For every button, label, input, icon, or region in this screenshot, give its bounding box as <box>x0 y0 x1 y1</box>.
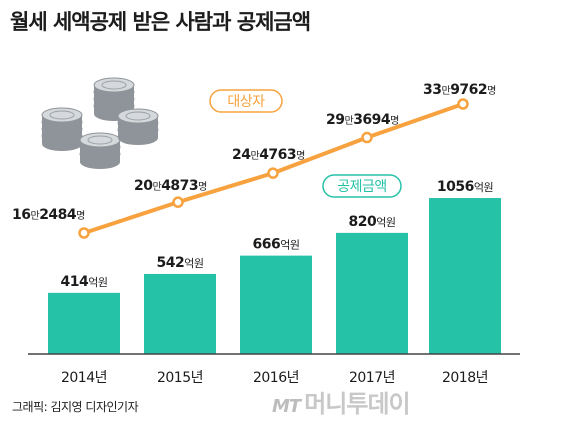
line-value-label: 16만2484명 <box>12 207 85 223</box>
coin-stack-icon <box>41 77 159 169</box>
legend-deduction-label: 공제금액 <box>337 179 387 195</box>
line-point-1 <box>172 196 184 208</box>
line-value-label: 29만3694명 <box>326 112 399 128</box>
watermark-mt: MT <box>272 396 301 417</box>
line-point-2 <box>267 167 279 179</box>
line-point-3 <box>361 131 373 144</box>
graphic-credit: 그래픽: 김지영 디자인기자 <box>12 400 139 414</box>
x-tick-label: 2017년 <box>349 370 395 386</box>
line-value-label: 24만4763명 <box>232 147 305 163</box>
x-tick-label: 2015년 <box>157 370 203 386</box>
bar-3 <box>336 232 408 354</box>
bar-4 <box>429 198 501 354</box>
bar-value-label: 414억원 <box>61 274 108 290</box>
x-tick-label: 2016년 <box>253 370 299 386</box>
line-value-label: 20만4873명 <box>134 178 207 194</box>
bar-value-label: 542억원 <box>157 255 204 271</box>
x-tick-label: 2014년 <box>61 370 107 386</box>
bar-value-label: 820억원 <box>349 214 396 230</box>
bar-value-label: 666억원 <box>253 237 300 253</box>
bar-value-label: 1056억원 <box>437 179 493 195</box>
legend-recipients-label: 대상자 <box>227 94 265 110</box>
bar-1 <box>144 273 216 354</box>
x-tick-label: 2018년 <box>442 370 488 386</box>
legend-deduction-pill <box>322 174 402 198</box>
legend-recipients-pill <box>209 89 283 113</box>
chart-title: 월세 세액공제 받은 사람과 공제금액 <box>10 10 311 34</box>
watermark-brand: 머니투데이 <box>304 390 410 418</box>
line-value-label: 33만9762명 <box>423 82 496 98</box>
bar-2 <box>240 255 312 354</box>
line-point-0 <box>78 227 90 239</box>
bar-0 <box>48 292 120 354</box>
watermark-logo: MT 머니투데이 <box>272 384 411 419</box>
line-point-4 <box>457 98 469 110</box>
